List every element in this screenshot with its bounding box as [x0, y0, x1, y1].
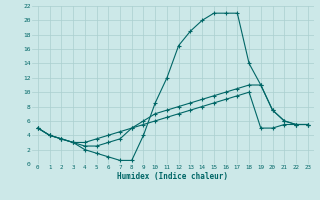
X-axis label: Humidex (Indice chaleur): Humidex (Indice chaleur)	[117, 172, 228, 181]
